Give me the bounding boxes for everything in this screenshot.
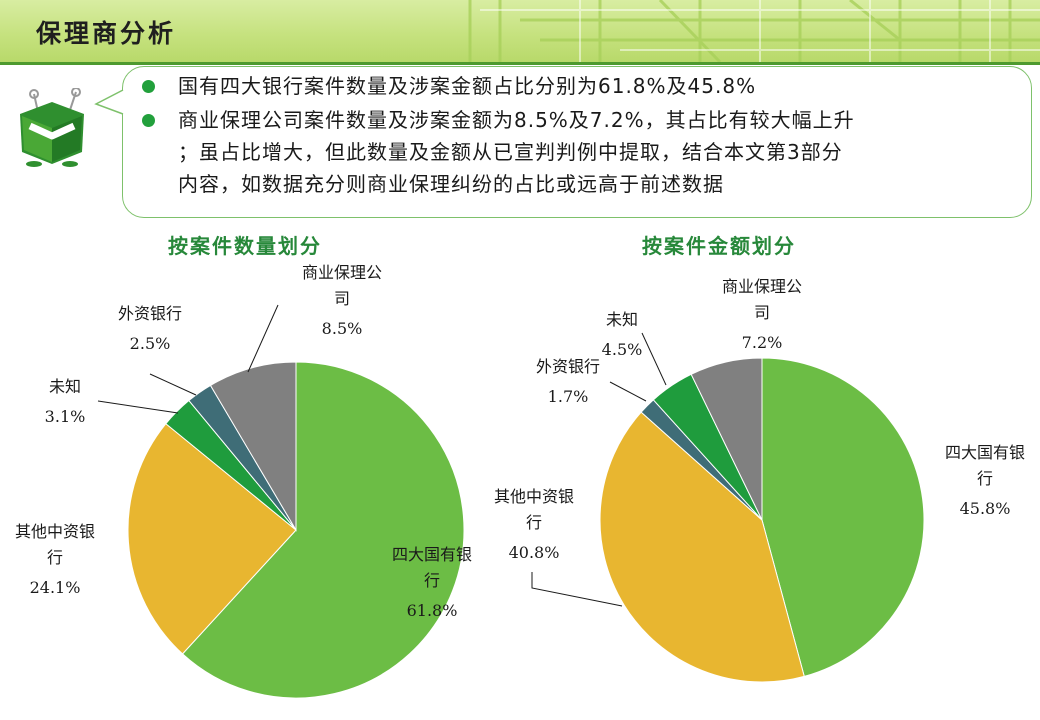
header-bar: 保理商分析: [0, 0, 1040, 62]
category-label-amount-foreign-banks: 外资银行: [536, 357, 600, 376]
category-label-amount-big-four-banks: 行: [977, 469, 993, 488]
bullet-text-line: ；虽占比增大，但此数量及金额从已宣判判例中提取，结合本文第3部分: [178, 140, 843, 164]
pie-slice-amount-factoring-companies: [690, 357, 763, 521]
category-label-count-big-four-banks: 四大国有银: [392, 545, 472, 564]
pie-slice-amount-big-four-banks: [761, 357, 925, 678]
category-label-amount-factoring-companies: 商业保理公: [722, 277, 802, 296]
category-label-count-factoring-companies: 司: [334, 289, 350, 308]
bullet-dot-icon: [142, 80, 155, 93]
pie-slice-count-factoring-companies: [209, 361, 297, 532]
category-label-count-other-domestic-banks: 其他中资银: [15, 522, 95, 541]
category-label-count-factoring-companies: 商业保理公: [302, 263, 382, 282]
leader-line-count-foreign-banks: [149, 373, 197, 396]
leader-line-amount-other-domestic-banks: [531, 572, 623, 607]
value-label-count-other-domestic-banks: 24.1%: [30, 578, 81, 597]
value-label-amount-other-domestic-banks: 40.8%: [509, 543, 560, 562]
leader-line-count-factoring-companies: [247, 304, 279, 373]
bullet-list: 国有四大银行案件数量及涉案金额占比分别为61.8%及45.8% 商业保理公司案件…: [140, 70, 1025, 202]
pie-count: 四大国有银行61.8%其他中资银行24.1%未知3.1%外资银行2.5%商业保理…: [15, 263, 472, 699]
leader-line-amount-unknown: [641, 332, 667, 386]
category-label-amount-factoring-companies: 司: [754, 303, 770, 322]
bullet-item: 商业保理公司案件数量及涉案金额为8.5%及7.2%，其占比有较大幅上升 ；虽占比…: [140, 104, 1025, 200]
category-label-amount-big-four-banks: 四大国有银: [945, 443, 1025, 462]
pie-slice-count-other-domestic-banks: [127, 423, 297, 655]
bullet-dot-icon: [142, 114, 155, 127]
speech-bubble-tail: [94, 89, 124, 115]
value-label-count-foreign-banks: 2.5%: [130, 334, 171, 353]
value-label-count-unknown: 3.1%: [45, 407, 86, 426]
value-label-count-big-four-banks: 61.8%: [407, 601, 458, 620]
bullet-text: 国有四大银行案件数量及涉案金额占比分别为61.8%及45.8%: [178, 74, 757, 98]
category-label-count-other-domestic-banks: 行: [47, 548, 63, 567]
pie-slice-amount-other-domestic-banks: [599, 411, 805, 683]
chart-title-amount: 按案件金额划分: [642, 234, 796, 258]
category-label-amount-unknown: 未知: [606, 310, 638, 329]
category-label-amount-other-domestic-banks: 其他中资银: [494, 487, 574, 506]
category-label-count-foreign-banks: 外资银行: [118, 304, 182, 323]
bullet-text-line: 商业保理公司案件数量及涉案金额为8.5%及7.2%，其占比有较大幅上升: [178, 108, 855, 132]
category-label-count-big-four-banks: 行: [424, 571, 440, 590]
chart-title-count: 按案件数量划分: [168, 234, 322, 258]
mascot-icon: [20, 88, 84, 167]
speech-bubble: [122, 66, 1032, 218]
value-label-amount-unknown: 4.5%: [602, 340, 643, 359]
pie-slice-count-big-four-banks: [181, 361, 465, 699]
category-label-count-unknown: 未知: [49, 377, 81, 396]
bullet-item: 国有四大银行案件数量及涉案金额占比分别为61.8%及45.8%: [140, 70, 1025, 102]
value-label-amount-foreign-banks: 1.7%: [548, 387, 589, 406]
leader-line-amount-foreign-banks: [609, 381, 647, 402]
page-title: 保理商分析: [36, 19, 177, 48]
header-pattern: [468, 0, 1040, 62]
pie-amount: 四大国有银行45.8%其他中资银行40.8%外资银行1.7%未知4.5%商业保理…: [494, 277, 1025, 683]
category-label-amount-other-domestic-banks: 行: [526, 513, 542, 532]
leader-line-count-unknown: [97, 400, 179, 414]
header-rule: [0, 62, 1040, 65]
value-label-amount-factoring-companies: 7.2%: [742, 333, 783, 352]
value-label-amount-big-four-banks: 45.8%: [960, 499, 1011, 518]
value-label-count-factoring-companies: 8.5%: [322, 319, 363, 338]
bullet-text-line: 内容，如数据充分则商业保理纠纷的占比或远高于前述数据: [178, 172, 724, 196]
